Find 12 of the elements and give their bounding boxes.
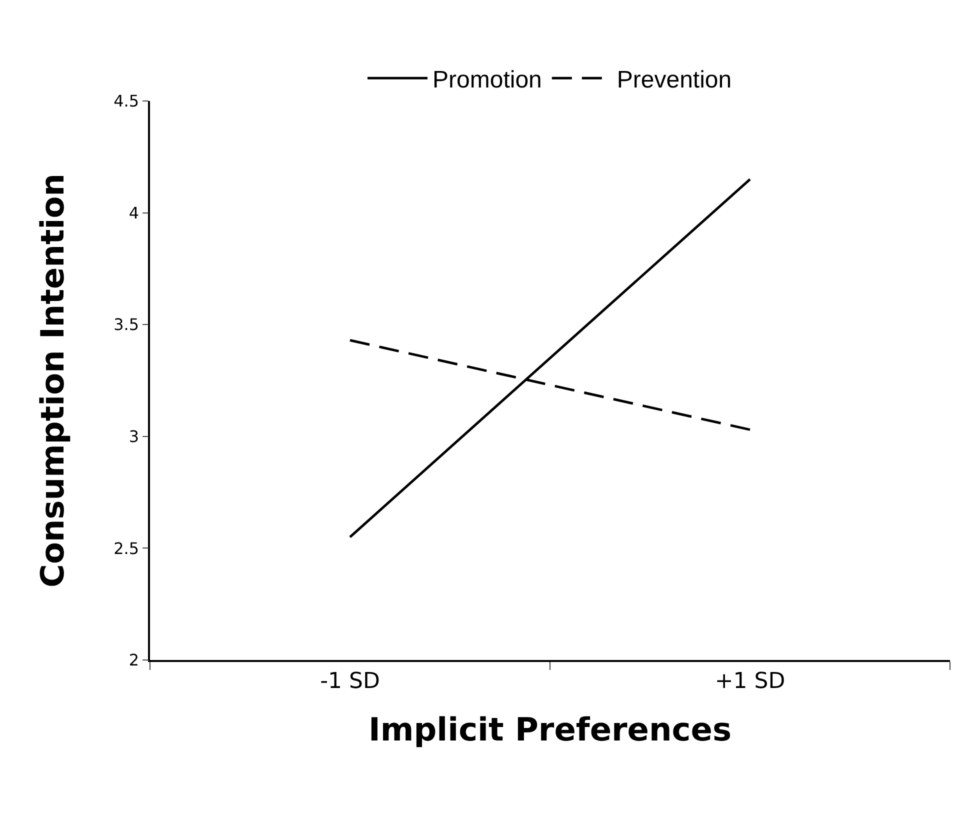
- y-tick-label: 2.5: [114, 538, 140, 558]
- x-tick-label: +1 SD: [714, 669, 786, 694]
- y-tick-label: 2: [128, 650, 140, 670]
- y-tick-label: 3: [128, 427, 140, 446]
- legend-label: Promotion: [432, 66, 542, 94]
- x-tick-label: -1 SD: [320, 669, 380, 694]
- x-axis-title: Implicit Preferences: [368, 710, 732, 749]
- y-axis-title: Consumption Intention: [33, 174, 72, 588]
- y-tick-label: 3.5: [114, 315, 140, 334]
- y-tick-label: 4: [128, 203, 140, 222]
- y-tick-label: 4.5: [114, 92, 140, 111]
- legend-label: Prevention: [616, 66, 732, 94]
